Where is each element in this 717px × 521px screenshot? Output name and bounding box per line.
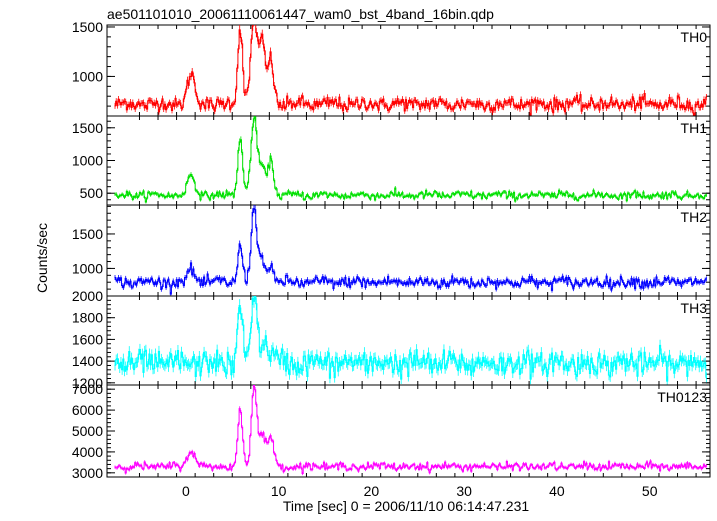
series-th3 xyxy=(114,296,707,382)
y-tick-label: 1500 xyxy=(72,226,103,242)
y-tick-label: 1600 xyxy=(72,331,103,347)
panel-label: TH0123 xyxy=(657,389,707,405)
y-tick-label: 1500 xyxy=(72,120,103,136)
y-tick-label: 1800 xyxy=(72,310,103,326)
y-tick-label: 6000 xyxy=(72,402,103,418)
y-tick-label: 2000 xyxy=(72,288,103,304)
series-th2 xyxy=(114,208,707,295)
series-th0123-errorbars xyxy=(114,385,707,476)
x-tick-label: 30 xyxy=(456,483,472,499)
y-tick-label: 1000 xyxy=(72,153,103,169)
panel-label: TH3 xyxy=(681,300,708,316)
x-tick-label: 40 xyxy=(549,483,565,499)
x-tick-label: 50 xyxy=(642,483,658,499)
series-th0123 xyxy=(114,385,707,474)
series-th0 xyxy=(114,25,707,116)
series-th1-errorbars xyxy=(114,116,707,204)
x-tick-label: 0 xyxy=(182,483,190,499)
panel-label: TH1 xyxy=(681,120,708,136)
panel-th3: 1200 1400 1600 1800 2000 TH3 xyxy=(72,288,711,391)
series-th1 xyxy=(114,116,707,203)
panel-th2: 1000 1500 TH2 xyxy=(72,204,711,297)
panel-label: TH2 xyxy=(681,209,708,225)
y-tick-label: 1000 xyxy=(72,68,103,84)
x-axis-title: Time [sec] 0 = 2006/11/10 06:14:47.231 xyxy=(283,498,530,514)
y-tick-label: 1000 xyxy=(72,260,103,276)
series-th3-errorbars xyxy=(114,296,707,385)
x-tick-label: 20 xyxy=(364,483,380,499)
y-tick-label: 1200 xyxy=(72,375,103,391)
y-tick-label: 5000 xyxy=(72,423,103,439)
y-tick-label: 3000 xyxy=(72,465,103,481)
panel-th0123: 3000 4000 5000 6000 7000 TH0123 0 10 20 30 40 50 xyxy=(72,381,711,499)
chart-title: ae501101010_20061110061447_wam0_bst_4ban… xyxy=(107,6,494,22)
y-tick-label: 7000 xyxy=(72,381,103,397)
y-tick-label: 4000 xyxy=(72,444,103,460)
panel-label: TH0 xyxy=(681,29,708,45)
y-tick-label: 500 xyxy=(80,185,104,201)
y-tick-label: 1500 xyxy=(72,19,103,35)
x-tick-label: 10 xyxy=(271,483,287,499)
y-axis-title: Counts/sec xyxy=(34,223,50,293)
panel-th0: 1000 1500 TH0 xyxy=(72,19,711,117)
panel-th1: 500 1000 1500 TH1 xyxy=(72,115,711,206)
y-tick-label: 1400 xyxy=(72,353,103,369)
